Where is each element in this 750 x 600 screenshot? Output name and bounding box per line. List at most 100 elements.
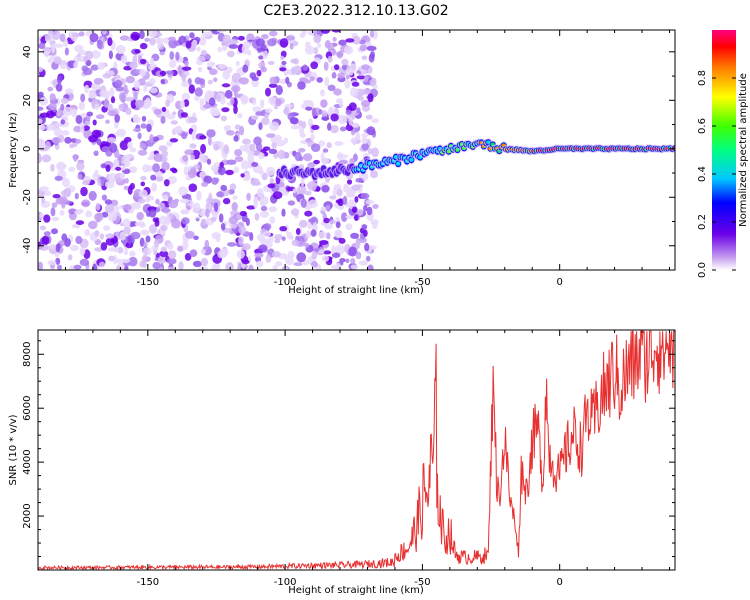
noise-blob: [54, 175, 63, 181]
noise-blob: [159, 51, 165, 56]
noise-blob: [262, 146, 271, 151]
noise-blob: [166, 114, 176, 120]
colorbar-tick-label: 0.8: [697, 70, 708, 86]
noise-blob: [320, 157, 330, 164]
noise-blob: [361, 133, 369, 138]
noise-blob: [180, 81, 190, 88]
noise-blob: [327, 122, 332, 131]
noise-blob: [231, 202, 238, 212]
noise-blob: [185, 230, 195, 239]
noise-blob: [241, 44, 249, 55]
noise-blob: [291, 239, 300, 247]
noise-blob: [145, 165, 154, 172]
noise-blob: [187, 116, 198, 124]
noise-blob: [365, 255, 371, 262]
noise-blob: [58, 196, 68, 205]
noise-blob: [351, 122, 360, 128]
noise-blob: [62, 177, 70, 188]
noise-blob: [113, 247, 119, 253]
noise-blob: [272, 264, 278, 270]
noise-blob: [135, 99, 144, 108]
noise-blob: [110, 96, 116, 104]
noise-blob: [38, 261, 44, 270]
noise-blob: [202, 104, 212, 109]
noise-blob: [167, 266, 175, 270]
noise-blob: [285, 76, 290, 84]
noise-blob: [286, 231, 293, 240]
noise-blob: [130, 31, 140, 41]
colorbar-ticks: 0.0 0.2 0.4 0.6 0.8: [697, 70, 736, 278]
noise-blob: [285, 256, 294, 266]
noise-blob: [105, 237, 115, 246]
noise-blob: [110, 199, 119, 207]
noise-blob: [282, 191, 289, 196]
noise-blob: [238, 225, 247, 235]
noise-blob: [248, 264, 254, 270]
noise-blob: [41, 196, 46, 204]
noise-blob: [310, 229, 317, 237]
noise-blob: [341, 58, 349, 66]
y-tick-label: -40: [22, 238, 33, 254]
noise-blob: [234, 149, 243, 157]
noise-blob: [77, 174, 83, 180]
noise-blob: [287, 200, 296, 206]
noise-blob: [94, 103, 100, 110]
noise-blob: [255, 260, 264, 268]
noise-blob: [38, 106, 44, 111]
noise-blob: [222, 34, 231, 45]
noise-blob: [255, 142, 263, 152]
noise-blob: [123, 226, 131, 235]
noise-blob: [41, 235, 50, 246]
noise-blob: [54, 43, 64, 48]
noise-blob: [277, 149, 286, 160]
noise-blob: [186, 205, 191, 210]
noise-blob: [305, 230, 312, 239]
noise-blob: [275, 85, 283, 96]
noise-blob: [330, 125, 339, 134]
y-tick-label: 0: [22, 146, 33, 152]
noise-blob: [196, 46, 201, 52]
noise-blob: [256, 188, 264, 198]
noise-blob: [183, 99, 190, 107]
noise-blob: [139, 229, 150, 236]
noise-blob: [289, 43, 294, 50]
noise-blob: [365, 114, 373, 120]
noise-blob: [199, 171, 207, 178]
noise-blob: [151, 182, 157, 192]
noise-blob: [116, 128, 126, 137]
noise-blob: [94, 247, 103, 252]
noise-blob: [47, 57, 55, 64]
noise-blob: [323, 61, 329, 71]
noise-blob: [350, 232, 360, 239]
noise-blob: [134, 49, 141, 54]
noise-blob: [349, 87, 359, 97]
noise-blob: [252, 106, 262, 113]
y-tick-label: 20: [22, 94, 33, 107]
noise-blob: [146, 123, 152, 133]
noise-blob: [300, 178, 305, 187]
noise-blob: [313, 34, 322, 44]
noise-blob: [293, 262, 303, 267]
noise-blob: [152, 261, 161, 270]
noise-blob: [220, 115, 228, 122]
noise-blob: [275, 98, 282, 107]
noise-blob: [94, 212, 104, 222]
noise-blob: [73, 61, 79, 69]
noise-blob: [91, 50, 101, 59]
noise-blob: [180, 209, 187, 215]
noise-blob: [168, 39, 178, 49]
noise-blob: [371, 118, 379, 124]
noise-blob: [309, 76, 315, 82]
noise-blob: [143, 85, 148, 92]
noise-blob: [281, 208, 286, 217]
noise-blob: [203, 175, 213, 184]
noise-blob: [153, 108, 162, 115]
noise-blob: [240, 173, 245, 178]
noise-blob: [221, 107, 230, 113]
noise-blob: [104, 199, 113, 205]
noise-blob: [88, 190, 97, 201]
noise-blob: [320, 89, 325, 97]
noise-blob: [365, 199, 374, 205]
x-tick-label: -50: [414, 577, 430, 588]
noise-blob: [135, 221, 140, 227]
